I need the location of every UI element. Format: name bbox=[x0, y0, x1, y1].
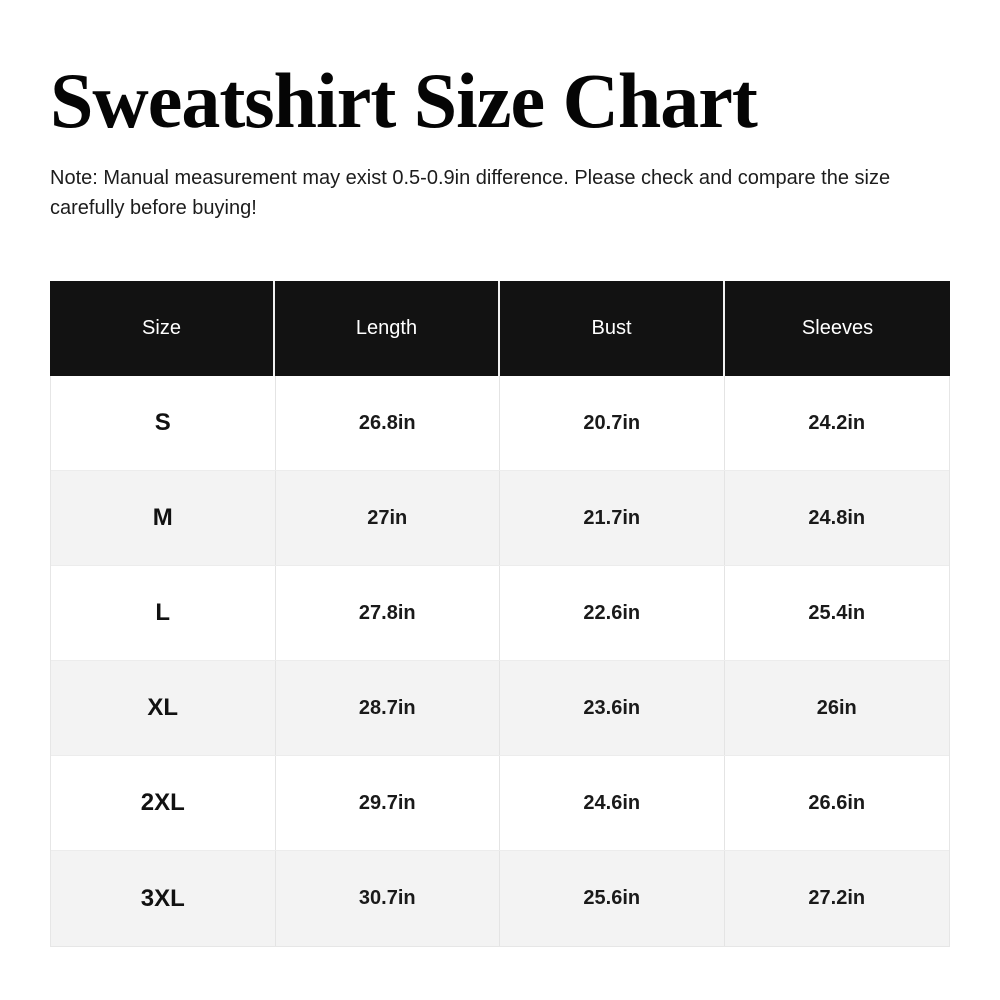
sleeves-cell: 25.4in bbox=[808, 601, 866, 624]
note-line-2: carefully before buying! bbox=[50, 196, 257, 219]
size-cell: L bbox=[51, 566, 276, 660]
page-title: Sweatshirt Size Chart bbox=[50, 57, 758, 144]
bust-cell: 22.6in bbox=[500, 566, 725, 660]
bust-cell: 20.7in bbox=[500, 376, 725, 470]
table-row-l: L 27.8in 22.6in 25.4in bbox=[51, 566, 949, 661]
sleeves-cell: 27.2in bbox=[808, 887, 866, 909]
bust-cell: 21.7in bbox=[500, 471, 725, 565]
size-cell: S bbox=[51, 376, 276, 470]
table-row-s: S 26.8in 20.7in 24.2in bbox=[51, 376, 949, 471]
note-text: Note: Manual measurement may exist 0.5-0… bbox=[50, 164, 950, 223]
table-row-xl: XL 28.7in 23.6in 26in bbox=[51, 661, 949, 756]
column-header-bust: Bust bbox=[500, 281, 725, 376]
bust-cell: 23.6in bbox=[500, 661, 725, 755]
size-chart-table: Size Length Bust Sleeves S 26.8in 20.7in… bbox=[50, 281, 950, 947]
table-row-2xl: 2XL 29.7in 24.6in 26.6in bbox=[51, 756, 949, 851]
table-header-row: Size Length Bust Sleeves bbox=[50, 281, 950, 376]
sleeves-cell: 26.6in bbox=[808, 791, 866, 814]
sleeves-cell: 26in bbox=[816, 696, 857, 719]
column-header-size: Size bbox=[50, 281, 275, 376]
size-cell: M bbox=[51, 471, 276, 565]
size-cell: 2XL bbox=[51, 756, 276, 850]
sleeves-cell: 24.8in bbox=[808, 506, 866, 529]
column-header-length: Length bbox=[275, 281, 500, 376]
length-cell: 28.7in bbox=[276, 661, 500, 755]
bust-cell: 25.6in bbox=[500, 851, 725, 946]
sleeves-cell: 24.2in bbox=[808, 411, 866, 434]
size-cell: XL bbox=[51, 661, 276, 755]
bust-cell: 24.6in bbox=[500, 756, 725, 850]
size-chart-page: Sweatshirt Size Chart Note: Manual measu… bbox=[0, 56, 1000, 1000]
note-line-1: Note: Manual measurement may exist 0.5-0… bbox=[50, 167, 891, 189]
table-row-m: M 27in 21.7in 24.8in bbox=[51, 471, 949, 566]
table-body: S 26.8in 20.7in 24.2in M 27in 21.7in 24.… bbox=[50, 376, 950, 947]
size-cell: 3XL bbox=[51, 851, 276, 946]
length-cell: 26.8in bbox=[276, 376, 500, 470]
length-cell: 27.8in bbox=[276, 566, 500, 660]
length-cell: 29.7in bbox=[276, 756, 500, 850]
length-cell: 30.7in bbox=[276, 851, 500, 946]
column-header-sleeves: Sleeves bbox=[801, 317, 874, 339]
table-row-3xl: 3XL 30.7in 25.6in 27.2in bbox=[51, 851, 949, 946]
length-cell: 27in bbox=[276, 471, 500, 565]
